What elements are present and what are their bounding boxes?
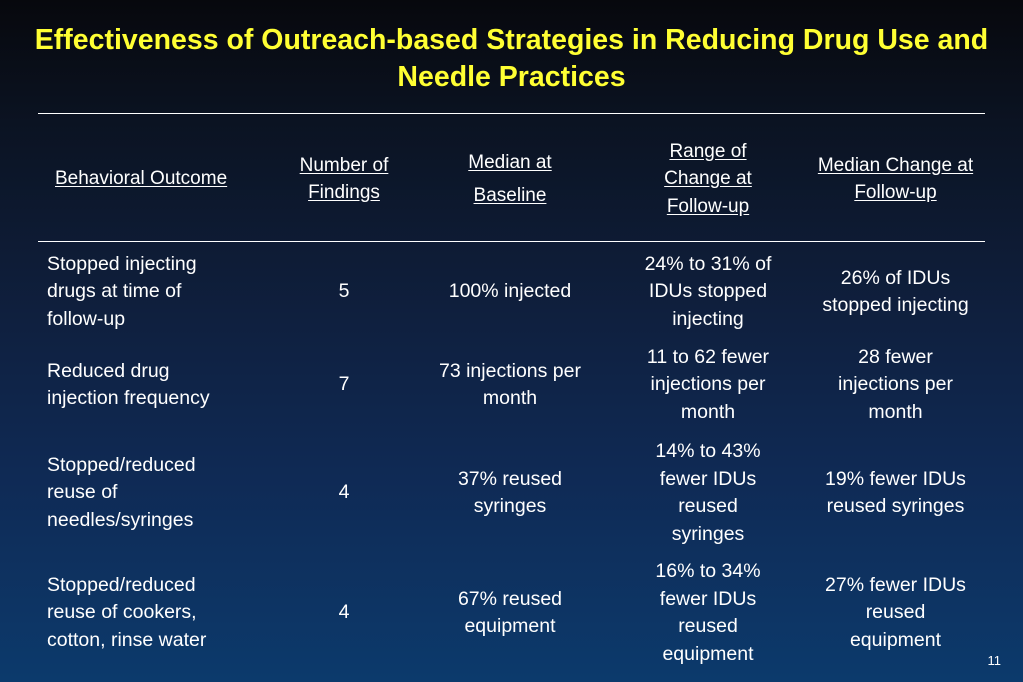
page-number: 11 — [987, 653, 1002, 668]
cell-findings: 4 — [338, 481, 350, 504]
header-label: Median at Baseline — [468, 152, 552, 206]
header-number-of-findings: Number of Findings — [278, 120, 410, 238]
cell-outcome: Stopped/reduced reuse of cookers, cotton… — [47, 573, 207, 651]
header-median-change: Median Change at Follow-up — [806, 120, 985, 238]
cell-outcome: Reduced drug injection frequency — [47, 359, 210, 410]
cell-baseline: 73 injections per month — [438, 359, 581, 410]
table-row: Reduced drug injection frequency 7 73 in… — [38, 342, 985, 428]
table-header-row: Behavioral Outcome Number of Findings Me… — [38, 120, 985, 238]
header-range-of-change: Range of Change at Follow-up — [610, 120, 806, 238]
cell-outcome: Stopped/reduced reuse of needles/syringe… — [47, 453, 196, 531]
header-behavioral-outcome: Behavioral Outcome — [38, 120, 278, 238]
table-row: Stopped injecting drugs at time of follo… — [38, 248, 985, 336]
cell-range: 16% to 34% fewer IDUs reused equipment — [655, 560, 761, 665]
header-median-at-baseline: Median at Baseline — [410, 120, 610, 238]
cell-baseline: 100% injected — [448, 280, 572, 303]
cell-findings: 7 — [338, 373, 350, 396]
cell-median-change: 27% fewer IDUs reused equipment — [825, 573, 966, 651]
cell-baseline: 37% reused syringes — [457, 467, 563, 518]
header-label: Number of Findings — [299, 154, 389, 204]
header-label: Behavioral Outcome — [55, 168, 228, 190]
cell-median-change: 28 fewer injections per month — [838, 345, 953, 423]
table-header-rule — [38, 241, 985, 242]
cell-findings: 5 — [338, 280, 350, 303]
table-row: Stopped/reduced reuse of needles/syringe… — [38, 436, 985, 550]
header-label: Median Change at Follow-up — [817, 154, 974, 204]
cell-range: 11 to 62 fewer injections per month — [646, 345, 770, 423]
cell-median-change: 19% fewer IDUs reused syringes — [825, 467, 966, 518]
slide-title: Effectiveness of Outreach-based Strategi… — [34, 24, 989, 93]
cell-outcome: Stopped injecting drugs at time of follo… — [47, 252, 197, 330]
cell-findings: 4 — [338, 601, 350, 624]
header-label: Range of Change at Follow-up — [664, 140, 752, 217]
table-row: Stopped/reduced reuse of cookers, cotton… — [38, 556, 985, 670]
cell-median-change: 26% of IDUs stopped injecting — [822, 266, 969, 317]
cell-range: 24% to 31% of IDUs stopped injecting — [644, 252, 772, 330]
cell-range: 14% to 43% fewer IDUs reused syringes — [655, 440, 761, 545]
table-top-rule — [38, 113, 985, 114]
cell-baseline: 67% reused equipment — [457, 587, 563, 638]
